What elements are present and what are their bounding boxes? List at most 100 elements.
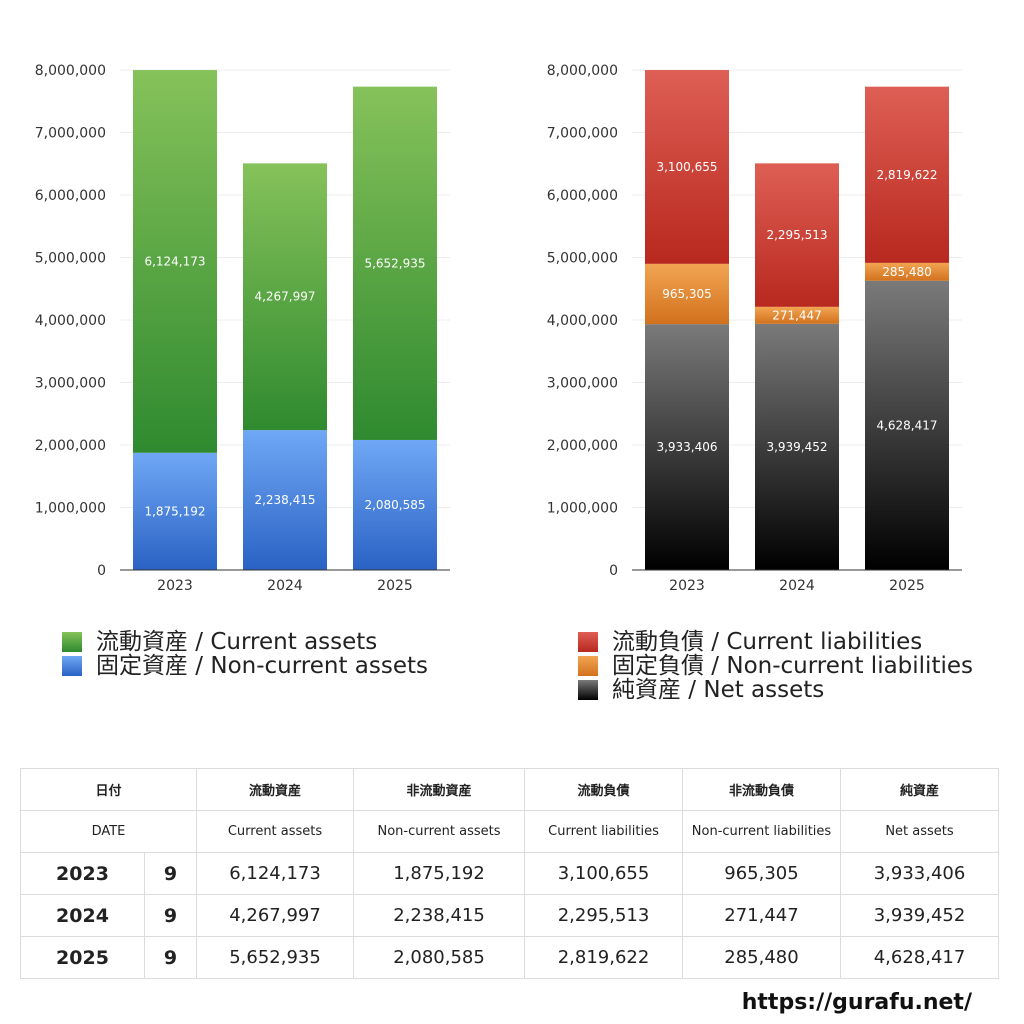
header-noncurrent-assets-jp: 非流動資産 bbox=[353, 768, 525, 811]
assets-legend: 流動資産 / Current assets 固定資産 / Non-current… bbox=[62, 630, 428, 678]
y-tick-label: 3,000,000 bbox=[547, 376, 618, 392]
bar-segment-current-liabilities bbox=[645, 70, 729, 264]
x-tick-label: 2023 bbox=[669, 578, 705, 594]
header-date-jp: 日付 bbox=[20, 768, 197, 811]
x-tick-label: 2023 bbox=[157, 578, 193, 594]
bar-segment-net-assets bbox=[865, 280, 949, 570]
row-month: 9 bbox=[144, 936, 197, 979]
header-noncurrent-liabilities-en: Non-current liabilities bbox=[682, 810, 841, 853]
x-tick-label: 2025 bbox=[889, 578, 925, 594]
footer-url[interactable]: https://gurafu.net/ bbox=[741, 990, 972, 1015]
data-label: 1,875,192 bbox=[144, 504, 205, 518]
cell-current-assets: 5,652,935 bbox=[196, 936, 354, 979]
data-label: 2,295,513 bbox=[766, 228, 827, 242]
bar-segment-current-assets bbox=[353, 86, 437, 440]
data-label: 271,447 bbox=[772, 308, 822, 322]
row-month: 9 bbox=[144, 894, 197, 937]
bar-segment-noncurrent-liabilities bbox=[865, 262, 949, 281]
data-label: 3,939,452 bbox=[766, 440, 827, 454]
x-tick-label: 2024 bbox=[779, 578, 815, 594]
header-date-en: DATE bbox=[20, 810, 197, 853]
y-tick-label: 6,000,000 bbox=[35, 188, 106, 204]
data-label: 3,933,406 bbox=[656, 440, 717, 454]
row-year: 2023 bbox=[20, 852, 145, 895]
bar-segment-current-assets bbox=[243, 163, 327, 431]
legend-label: 流動負債 / Current liabilities bbox=[612, 629, 923, 655]
cell-current-assets: 6,124,173 bbox=[196, 852, 354, 895]
table-row: 2025 9 5,652,935 2,080,585 2,819,622 285… bbox=[20, 936, 999, 979]
y-tick-label: 7,000,000 bbox=[35, 126, 106, 142]
row-month: 9 bbox=[144, 852, 197, 895]
y-tick-label: 5,000,000 bbox=[35, 251, 106, 267]
y-tick-label: 0 bbox=[609, 563, 618, 579]
y-tick-label: 4,000,000 bbox=[35, 313, 106, 329]
legend-swatch bbox=[62, 656, 82, 676]
bar-segment-net-assets bbox=[755, 323, 839, 570]
y-tick-label: 8,000,000 bbox=[547, 63, 618, 79]
y-tick-label: 2,000,000 bbox=[35, 438, 106, 454]
data-label: 3,100,655 bbox=[656, 160, 717, 174]
data-label: 5,652,935 bbox=[364, 256, 425, 270]
cell-net-assets: 3,939,452 bbox=[840, 894, 999, 937]
bar-segment-noncurrent-liabilities bbox=[645, 263, 729, 325]
y-tick-label: 5,000,000 bbox=[547, 251, 618, 267]
header-net-assets-jp: 純資産 bbox=[840, 768, 999, 811]
row-year: 2024 bbox=[20, 894, 145, 937]
bar-segment-noncurrent-assets bbox=[353, 439, 437, 570]
table-row: 2024 9 4,267,997 2,238,415 2,295,513 271… bbox=[20, 894, 999, 937]
y-tick-label: 8,000,000 bbox=[35, 63, 106, 79]
data-label: 4,267,997 bbox=[254, 290, 315, 304]
y-tick-label: 3,000,000 bbox=[35, 376, 106, 392]
x-tick-label: 2024 bbox=[267, 578, 303, 594]
header-current-liabilities-jp: 流動負債 bbox=[524, 768, 683, 811]
bar-segment-noncurrent-liabilities bbox=[755, 306, 839, 324]
table-row: 2023 9 6,124,173 1,875,192 3,100,655 965… bbox=[20, 852, 999, 895]
bar-segment-noncurrent-assets bbox=[243, 430, 327, 570]
legend-item-noncurrent-assets: 固定資産 / Non-current assets bbox=[62, 654, 428, 678]
cell-current-liabilities: 2,295,513 bbox=[524, 894, 683, 937]
cell-noncurrent-assets: 2,238,415 bbox=[353, 894, 525, 937]
cell-net-assets: 4,628,417 bbox=[840, 936, 999, 979]
y-tick-label: 6,000,000 bbox=[547, 188, 618, 204]
cell-noncurrent-liabilities: 285,480 bbox=[682, 936, 841, 979]
legend-swatch bbox=[578, 632, 598, 652]
bar-segment-current-liabilities bbox=[865, 86, 949, 263]
legend-swatch bbox=[62, 632, 82, 652]
data-label: 6,124,173 bbox=[144, 254, 205, 268]
legend-label: 固定負債 / Non-current liabilities bbox=[612, 653, 973, 679]
data-label: 2,080,585 bbox=[364, 498, 425, 512]
x-tick-label: 2025 bbox=[377, 578, 413, 594]
bar-segment-current-liabilities bbox=[755, 163, 839, 307]
cell-noncurrent-assets: 1,875,192 bbox=[353, 852, 525, 895]
y-tick-label: 0 bbox=[97, 563, 106, 579]
cell-noncurrent-assets: 2,080,585 bbox=[353, 936, 525, 979]
legend-label: 固定資産 / Non-current assets bbox=[96, 653, 429, 679]
header-current-assets-jp: 流動資産 bbox=[196, 768, 354, 811]
data-label: 4,628,417 bbox=[876, 418, 937, 432]
cell-current-assets: 4,267,997 bbox=[196, 894, 354, 937]
header-net-assets-en: Net assets bbox=[840, 810, 999, 853]
data-label: 965,305 bbox=[662, 287, 712, 301]
liabilities-chart: 0 1,000,000 2,000,000 3,000,000 4,000,000 5,0… bbox=[547, 63, 962, 594]
y-tick-label: 1,000,000 bbox=[35, 501, 106, 517]
data-label: 2,819,622 bbox=[876, 168, 937, 182]
data-label: 2,238,415 bbox=[254, 493, 315, 507]
legend-label: 純資産 / Net assets bbox=[612, 677, 825, 703]
legend-item-net-assets: 純資産 / Net assets bbox=[578, 678, 973, 702]
y-tick-label: 2,000,000 bbox=[547, 438, 618, 454]
header-current-assets-en: Current assets bbox=[196, 810, 354, 853]
assets-chart: 0 1,000,000 2,000,000 3,000,000 4,000,000 5,0… bbox=[35, 63, 450, 594]
header-noncurrent-assets-en: Non-current assets bbox=[353, 810, 525, 853]
y-tick-label: 7,000,000 bbox=[547, 126, 618, 142]
cell-noncurrent-liabilities: 271,447 bbox=[682, 894, 841, 937]
bar-segment-net-assets bbox=[645, 324, 729, 570]
cell-current-liabilities: 2,819,622 bbox=[524, 936, 683, 979]
header-noncurrent-liabilities-jp: 非流動負債 bbox=[682, 768, 841, 811]
legend-swatch bbox=[578, 656, 598, 676]
bar-segment-noncurrent-assets bbox=[133, 452, 217, 570]
table-header-row: DATE Current assets Non-current assets C… bbox=[20, 810, 999, 853]
y-tick-label: 4,000,000 bbox=[547, 313, 618, 329]
data-label: 285,480 bbox=[882, 265, 932, 279]
cell-noncurrent-liabilities: 965,305 bbox=[682, 852, 841, 895]
table-header-row: 日付 流動資産 非流動資産 流動負債 非流動負債 純資産 bbox=[20, 768, 999, 811]
